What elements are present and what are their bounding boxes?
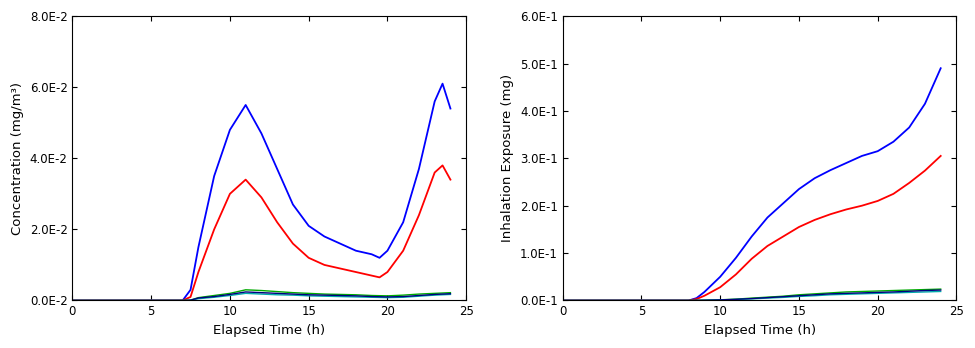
X-axis label: Elapsed Time (h): Elapsed Time (h) xyxy=(214,324,326,337)
Y-axis label: Concentration (mg/m³): Concentration (mg/m³) xyxy=(11,82,24,235)
Y-axis label: Inhalation Exposure (mg): Inhalation Exposure (mg) xyxy=(501,74,515,242)
X-axis label: Elapsed Time (h): Elapsed Time (h) xyxy=(704,324,816,337)
